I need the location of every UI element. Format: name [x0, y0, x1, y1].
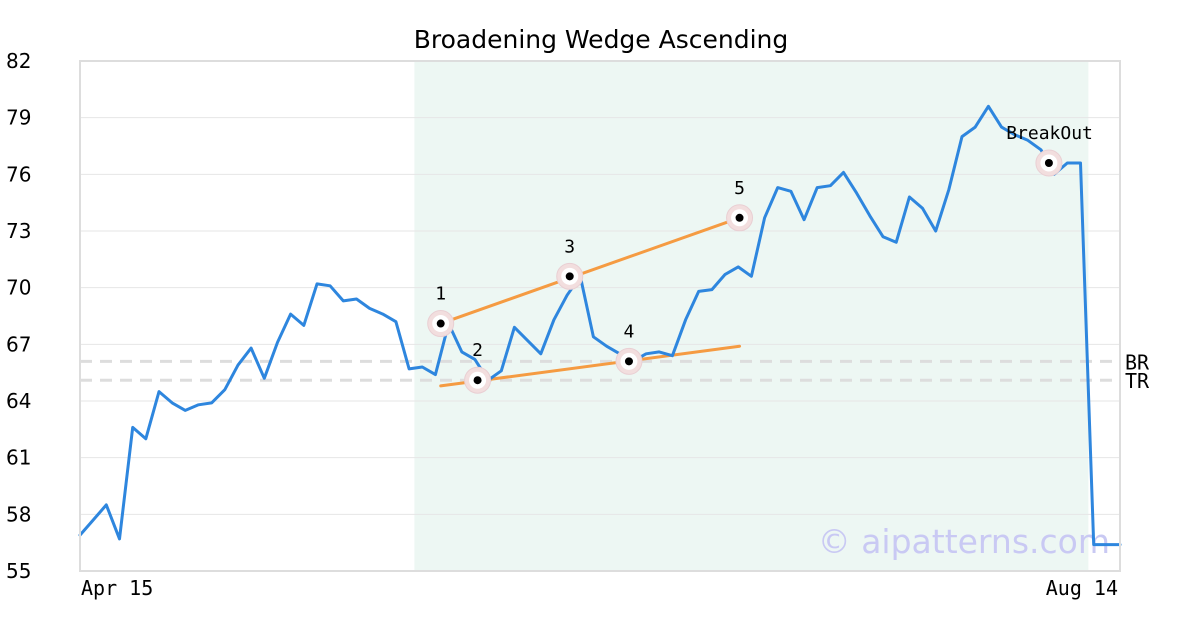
- pattern-points: 1 2 3 4 5 BreakOut: [427, 123, 1093, 394]
- trendline: [439, 216, 742, 326]
- plot-frame: [79, 60, 1121, 572]
- y-tick-label: 64: [6, 389, 31, 413]
- watermark: © aipatterns.com: [818, 522, 1110, 561]
- x-axis-ticks: Apr 15 Aug 14: [81, 576, 1118, 600]
- price-line: [78, 104, 1122, 547]
- y-tick-label: 76: [6, 162, 31, 186]
- chart-title: Broadening Wedge Ascending: [414, 25, 789, 54]
- y-tick-label: 70: [6, 276, 31, 300]
- price-series: [78, 104, 1122, 547]
- pattern-point-marker: [1044, 159, 1053, 167]
- reference-label: TR: [1125, 369, 1150, 393]
- pattern-point-label: 1: [435, 284, 446, 305]
- y-tick-label: 67: [6, 332, 31, 356]
- pattern-point-marker: [565, 272, 574, 281]
- pattern-point-label: BreakOut: [1006, 123, 1093, 144]
- pattern-point-marker: [624, 357, 633, 366]
- y-axis-ticks: 55 58 61 64 67 70 73 76 79 82: [6, 49, 31, 583]
- y-tick-label: 61: [6, 446, 31, 470]
- pattern-point-marker: [735, 213, 744, 222]
- y-tick-label: 58: [6, 502, 31, 526]
- pattern-region: [414, 61, 1089, 571]
- y-tick-label: 82: [6, 49, 31, 73]
- y-tick-label: 55: [6, 559, 31, 583]
- gridlines: [80, 117, 1120, 515]
- pattern-point-label: 5: [734, 178, 745, 199]
- y-tick-label: 73: [6, 219, 31, 243]
- x-tick-label: Apr 15: [81, 576, 153, 600]
- pattern-region-layer: [414, 61, 1089, 571]
- y-tick-label: 79: [6, 106, 31, 130]
- pattern-point-label: 2: [472, 340, 483, 361]
- reference-label: BR: [1125, 350, 1150, 374]
- pattern-point-marker: [473, 376, 482, 385]
- pattern-point-label: 3: [564, 236, 575, 257]
- x-tick-label: Aug 14: [1046, 576, 1118, 600]
- pattern-point-label: 4: [624, 321, 635, 342]
- pattern-point-marker: [436, 319, 445, 328]
